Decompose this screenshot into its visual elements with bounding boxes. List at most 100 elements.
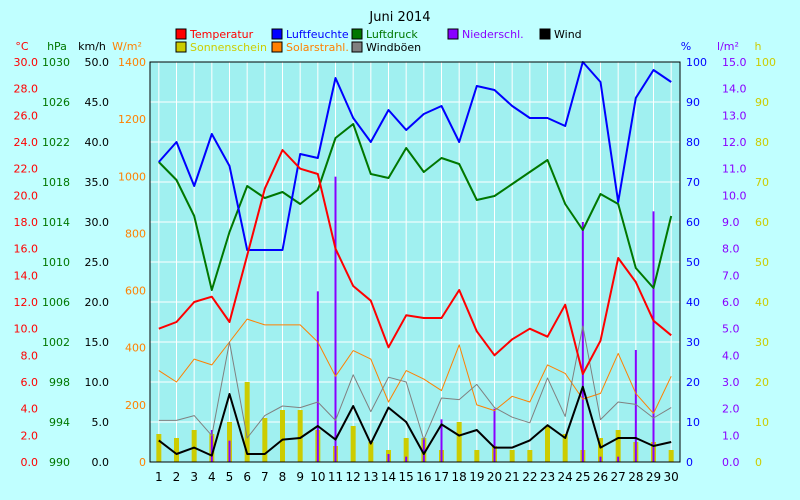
x-tick-label: 9 — [296, 470, 304, 484]
temp-tick-label: 30.0 — [14, 56, 39, 69]
x-tick-label: 27 — [611, 470, 626, 484]
wind-tick-label: 10.0 — [85, 376, 110, 389]
x-tick-labels: 1 2 3 4 5 6 7 8 9 10 11 12 13 14 15 16 17 18 19 20 21 22 23 24 2… — [155, 470, 679, 484]
legend-swatch — [539, 28, 551, 40]
rain-tick-label: 4.0 — [722, 349, 740, 362]
sun-tick-label: 60 — [755, 216, 769, 229]
sunshine-bar — [562, 434, 568, 462]
legend-label: Luftdruck — [366, 28, 418, 41]
wind-tick-label: 50.0 — [85, 56, 110, 69]
legend: Temperatur Luftfeuchte Luftdruck Niederschl… — [175, 28, 582, 54]
x-tick-label: 3 — [190, 470, 198, 484]
rain-tick-label: 2.0 — [722, 403, 740, 416]
solar-tick-label: 800 — [125, 227, 146, 240]
sun-tick-label: 20 — [755, 376, 769, 389]
sun-tick-label: 100 — [755, 56, 776, 69]
sun-tick-label: 70 — [755, 176, 769, 189]
precipitation-bar — [634, 350, 637, 462]
sunshine-bar — [156, 434, 162, 462]
rain-tick-label: 7.0 — [722, 269, 740, 282]
precipitation-bar — [405, 456, 408, 462]
hum-tick-label: 0 — [686, 456, 693, 469]
legend-swatch — [351, 41, 363, 53]
legend-label: Temperatur — [189, 28, 254, 41]
x-tick-label: 6 — [243, 470, 251, 484]
temp-tick-label: 26.0 — [14, 109, 39, 122]
axis-titles: °C hPa km/h W/m²% l/m² h — [15, 40, 761, 53]
sunshine-bar — [244, 382, 250, 462]
rain-tick-label: 14.0 — [722, 83, 747, 96]
temp-tick-label: 16.0 — [14, 243, 39, 256]
rain-tick-label: 0.0 — [722, 456, 740, 469]
rain-tick-label: 10.0 — [722, 189, 747, 202]
sunshine-bar — [403, 438, 409, 462]
x-tick-label: 7 — [261, 470, 269, 484]
press-tick-label: 990 — [49, 456, 70, 469]
sun-tick-label: 0 — [755, 456, 762, 469]
x-tick-label: 5 — [226, 470, 234, 484]
hum-tick-label: 50 — [686, 256, 700, 269]
precipitation-bar — [387, 454, 390, 462]
legend-swatch — [271, 28, 283, 40]
temp-tick-label: 20.0 — [14, 189, 39, 202]
series-line-windböen — [158, 325, 672, 441]
precipitation-bar — [617, 456, 620, 462]
solar-tick-label: 1400 — [118, 56, 146, 69]
rain-tick-label: 9.0 — [722, 216, 740, 229]
x-tick-label: 1 — [155, 470, 163, 484]
x-tick-label: 30 — [664, 470, 679, 484]
sunshine-bar — [368, 442, 374, 462]
x-tick-label: 20 — [487, 470, 502, 484]
wind-tick-label: 25.0 — [85, 256, 110, 269]
x-tick-label: 12 — [346, 470, 361, 484]
x-tick-label: 13 — [363, 470, 378, 484]
x-tick-label: 25 — [575, 470, 590, 484]
precipitation-bar — [652, 211, 655, 462]
x-tick-label: 23 — [540, 470, 555, 484]
solar-axis-title: W/m² — [112, 40, 142, 53]
series-line-luftdruck — [158, 123, 673, 291]
hum-tick-label: 40 — [686, 296, 700, 309]
sun-tick-label: 80 — [755, 136, 769, 149]
rain-tick-label: 6.0 — [722, 296, 740, 309]
precipitation-bar — [316, 291, 319, 462]
press-tick-label: 1014 — [42, 216, 70, 229]
x-tick-label: 22 — [522, 470, 537, 484]
rain-tick-label: 13.0 — [722, 109, 747, 122]
wind-tick-label: 45.0 — [85, 96, 110, 109]
temp-tick-label: 12.0 — [14, 296, 39, 309]
sun-tick-label: 50 — [755, 256, 769, 269]
rain-tick-label: 1.0 — [722, 429, 740, 442]
legend-swatch — [175, 28, 187, 40]
rain-tick-label: 15.0 — [722, 56, 747, 69]
temp-tick-label: 8.0 — [21, 349, 39, 362]
sunshine-bar — [474, 450, 480, 462]
x-tick-label: 4 — [208, 470, 216, 484]
press-tick-label: 1002 — [42, 336, 70, 349]
wind-tick-label: 15.0 — [85, 336, 110, 349]
sunshine-bar — [191, 430, 197, 462]
sunshine-bar — [545, 426, 550, 462]
sunshine-bar — [280, 410, 285, 462]
legend-swatch — [271, 41, 283, 53]
press-axis-title: hPa — [47, 40, 67, 53]
temp-tick-label: 2.0 — [21, 429, 39, 442]
hum-tick-label: 100 — [686, 56, 707, 69]
precipitation-bar — [422, 438, 425, 462]
x-tick-label: 26 — [593, 470, 608, 484]
x-tick-label: 2 — [173, 470, 181, 484]
press-tick-label: 994 — [49, 416, 70, 429]
hum-tick-label: 90 — [686, 96, 700, 109]
rain-tick-label: 12.0 — [722, 136, 747, 149]
sunshine-bar — [262, 418, 268, 462]
sunshine-bar — [598, 438, 603, 462]
x-tick-label: 10 — [310, 470, 325, 484]
temp-tick-label: 14.0 — [14, 269, 39, 282]
temp-tick-label: 10.0 — [14, 323, 39, 336]
hum-tick-label: 80 — [686, 136, 700, 149]
x-tick-label: 18 — [452, 470, 467, 484]
press-tick-label: 1010 — [42, 256, 70, 269]
temp-tick-label: 6.0 — [21, 376, 39, 389]
sunshine-bar — [527, 450, 533, 462]
